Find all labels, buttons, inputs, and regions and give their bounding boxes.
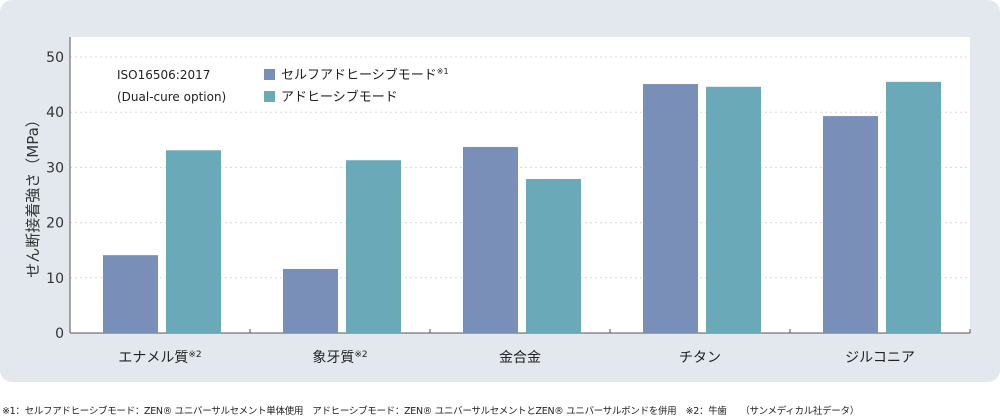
annotation-standard: ISO16506:2017 [117, 68, 210, 82]
bar-adhesive [166, 150, 221, 333]
y-tick-label: 50 [46, 50, 64, 66]
bar-adhesive [886, 81, 941, 333]
footnote: ※1：セルフアドヒーシブモード：ZEN® ユニバーサルセメント単体使用 アドヒー… [2, 406, 859, 417]
bar-adhesive [526, 178, 581, 333]
legend-swatch [264, 91, 275, 102]
y-tick-label: 20 [46, 216, 64, 232]
y-tick-label: 30 [46, 160, 64, 176]
bar-chart: 0 10 20 30 40 50 せん断接着強さ（MPa） エナメル質※2 象牙質※2 金合金 チタ… [24, 37, 971, 366]
bar-self-adhesive [463, 146, 518, 333]
x-tick-label: チタン [679, 350, 721, 366]
y-tick-label: 0 [55, 326, 64, 342]
y-tick-label: 10 [46, 271, 64, 287]
bar-self-adhesive [643, 84, 698, 333]
x-tick-label: ジルコニア [845, 350, 915, 366]
x-tick-label: エナメル質※2 [118, 350, 201, 366]
bar-adhesive [706, 86, 761, 333]
y-axis-label: せん断接着強さ（MPa） [24, 112, 42, 278]
x-tick-label: 象牙質※2 [312, 350, 367, 366]
bar-self-adhesive [283, 268, 338, 333]
legend-label: セルフアドヒーシブモード※1 [281, 67, 449, 83]
bar-adhesive [346, 160, 401, 333]
annotation-mode: (Dual-cure option) [117, 90, 226, 104]
legend-swatch [264, 69, 275, 80]
bar-self-adhesive [823, 116, 878, 334]
bar-self-adhesive [103, 255, 158, 333]
y-tick-label: 40 [46, 105, 64, 121]
x-tick-label: 金合金 [499, 350, 541, 366]
legend-label: アドヒーシブモード [281, 89, 398, 105]
